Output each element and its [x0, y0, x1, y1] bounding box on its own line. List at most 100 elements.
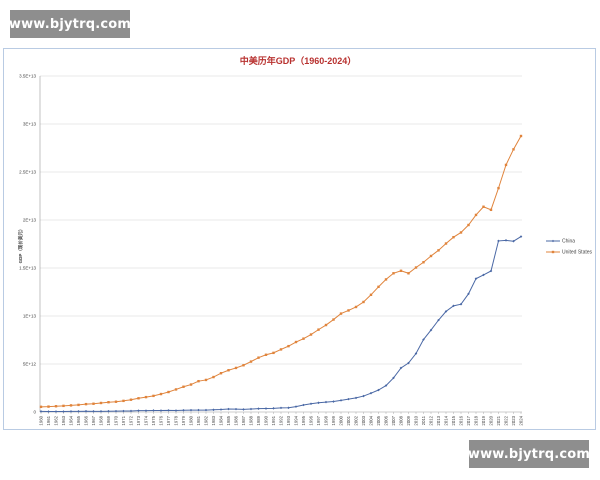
data-point-china	[354, 396, 358, 400]
data-point-china	[377, 388, 380, 392]
x-tick-label: 1966	[84, 415, 89, 425]
data-point-united-states	[197, 379, 200, 383]
x-tick-label: 1997	[316, 415, 321, 425]
x-tick-label: 1993	[286, 415, 291, 425]
data-point-china	[69, 410, 73, 413]
data-point-china	[362, 394, 365, 398]
data-point-united-states	[152, 394, 155, 398]
data-point-united-states	[47, 405, 50, 408]
x-tick-label: 1987	[241, 415, 246, 425]
x-tick-label: 1982	[204, 415, 209, 425]
data-point-china	[474, 277, 478, 280]
data-point-united-states	[122, 399, 125, 403]
x-tick-label: 1983	[211, 415, 216, 425]
x-tick-label: 1971	[121, 415, 126, 425]
x-tick-label: 2000	[339, 415, 344, 425]
data-point-china	[482, 273, 485, 277]
data-point-china	[167, 409, 170, 412]
data-point-china	[39, 410, 43, 413]
x-tick-label: 1989	[256, 415, 261, 425]
data-point-china	[137, 409, 140, 412]
data-point-china	[84, 409, 88, 413]
data-point-china	[324, 400, 328, 404]
series-line-china	[40, 236, 522, 413]
data-point-china	[257, 407, 260, 410]
x-tick-label: 1985	[226, 415, 231, 425]
x-tick-label: 2002	[354, 415, 359, 425]
data-point-china	[152, 409, 155, 412]
data-point-united-states	[279, 348, 283, 351]
x-tick-label: 1960	[39, 415, 44, 425]
data-point-united-states	[347, 309, 350, 312]
data-point-united-states	[272, 351, 275, 355]
data-point-china	[174, 409, 178, 412]
data-point-united-states	[429, 254, 433, 258]
data-point-united-states	[422, 261, 425, 264]
x-tick-label: 1975	[151, 415, 156, 425]
grid-lines	[39, 75, 522, 413]
x-tick-label: 1964	[69, 415, 74, 425]
watermark-bottom: www.bjytrq.com	[468, 440, 590, 468]
y-tick-label: 2.5E+13	[19, 170, 36, 175]
x-tick-labels: 1960 1961 1962 1963 1964 1965 1966 1967 1968 1969…	[39, 412, 524, 426]
y-tick-label: 3E+13	[23, 122, 37, 127]
data-point-united-states	[444, 242, 448, 245]
x-tick-label: 2017	[466, 415, 471, 425]
data-point-china	[369, 391, 373, 395]
data-point-united-states	[234, 366, 238, 370]
data-point-united-states	[189, 383, 193, 386]
data-point-united-states	[317, 328, 320, 331]
legend-label-united-states: United States	[562, 250, 593, 256]
data-point-china	[129, 409, 133, 413]
data-point-china	[242, 408, 245, 411]
x-tick-label: 1977	[166, 415, 171, 425]
data-point-china	[212, 408, 215, 412]
x-tick-label: 1994	[294, 415, 299, 425]
y-tick-label: 5E+12	[23, 362, 37, 367]
data-point-united-states	[174, 388, 178, 391]
data-point-china	[444, 310, 448, 313]
y-tick-label: 3.5E+13	[19, 74, 36, 79]
data-point-china	[287, 406, 290, 410]
x-tick-label: 2005	[376, 415, 381, 425]
data-point-united-states	[92, 402, 95, 405]
data-point-china	[272, 407, 275, 410]
x-tick-label: 1981	[196, 415, 201, 425]
y-tick-label: 0	[33, 410, 36, 415]
y-tick-label: 2E+13	[23, 218, 37, 223]
data-point-united-states	[399, 269, 403, 272]
data-point-united-states	[144, 395, 148, 399]
data-point-united-states	[354, 305, 358, 309]
data-point-china	[92, 410, 95, 413]
data-point-united-states	[482, 205, 485, 208]
data-point-united-states	[39, 405, 43, 409]
data-point-china	[227, 407, 230, 411]
data-point-united-states	[62, 404, 65, 408]
x-tick-label: 1990	[264, 415, 269, 425]
watermark-top: www.bjytrq.com	[9, 10, 131, 38]
data-point-china	[264, 407, 268, 410]
data-point-united-states	[467, 223, 470, 227]
data-point-china	[54, 410, 58, 413]
x-tick-label: 1965	[76, 415, 81, 425]
x-tick-label: 2022	[504, 415, 509, 425]
data-point-united-states	[264, 353, 268, 356]
y-tick-label: 1.5E+13	[19, 266, 36, 271]
data-point-china	[422, 338, 425, 341]
series-line-united-states	[40, 135, 522, 408]
data-point-china	[429, 328, 433, 332]
data-point-china	[302, 403, 305, 407]
data-point-china	[122, 409, 125, 413]
x-tick-label: 2010	[414, 415, 419, 425]
data-point-china	[519, 235, 523, 238]
data-point-united-states	[497, 186, 500, 190]
x-tick-label: 2015	[451, 415, 456, 425]
legend-marker-united-states	[551, 250, 555, 254]
x-tick-label: 2008	[399, 415, 404, 425]
x-tick-label: 2016	[459, 415, 464, 425]
x-tick-label: 2011	[421, 415, 426, 425]
data-point-china	[279, 406, 283, 410]
x-tick-label: 2003	[361, 415, 366, 425]
x-tick-label: 2001	[346, 415, 351, 425]
